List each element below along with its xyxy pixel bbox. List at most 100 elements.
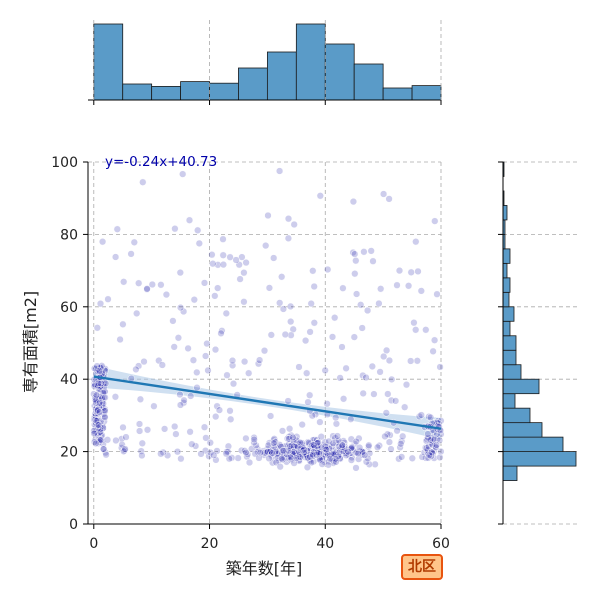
data-point xyxy=(187,392,195,400)
x-hist-bar xyxy=(238,67,268,101)
data-point xyxy=(381,432,389,441)
data-point xyxy=(437,430,445,438)
data-point xyxy=(324,265,332,274)
data-point xyxy=(190,296,198,304)
data-point xyxy=(189,356,198,364)
data-point xyxy=(202,434,210,442)
data-point xyxy=(228,356,237,365)
y-hist-bar xyxy=(502,436,564,452)
data-point xyxy=(104,295,112,303)
data-point xyxy=(170,343,178,351)
data-point xyxy=(266,412,275,420)
data-point xyxy=(210,451,218,459)
data-point xyxy=(148,280,156,289)
data-point xyxy=(424,442,433,451)
data-point xyxy=(391,397,400,405)
data-point xyxy=(200,423,209,431)
data-point xyxy=(418,453,426,461)
data-point xyxy=(412,238,420,246)
data-point xyxy=(294,442,302,451)
y-hist-bar xyxy=(502,349,517,366)
data-point xyxy=(118,441,126,449)
data-point xyxy=(287,317,295,326)
data-point xyxy=(93,324,101,332)
main-axes: 0 20 40 60 0 20 40 60 80 100 xyxy=(51,155,450,552)
data-point xyxy=(426,413,435,422)
data-point xyxy=(219,260,228,269)
data-point xyxy=(240,269,248,277)
data-point xyxy=(245,458,254,467)
district-badge: 北区 xyxy=(401,554,443,580)
data-point xyxy=(407,268,415,276)
data-point xyxy=(284,215,293,223)
data-point xyxy=(136,395,145,403)
x-tick-label: 60 xyxy=(432,536,450,552)
data-point xyxy=(240,357,249,366)
x-hist-bar xyxy=(382,87,413,101)
data-point xyxy=(393,427,401,435)
data-point xyxy=(354,449,362,458)
data-point xyxy=(117,435,126,443)
data-point xyxy=(133,309,141,318)
data-point xyxy=(204,366,212,375)
data-point xyxy=(176,390,184,399)
x-hist-bar xyxy=(122,83,153,101)
data-point xyxy=(140,357,148,366)
data-point xyxy=(240,298,248,306)
data-point xyxy=(321,366,329,375)
data-point xyxy=(242,258,250,267)
data-point xyxy=(388,375,396,384)
marginal-x-histogram xyxy=(88,20,442,105)
y-hist-bar xyxy=(502,465,518,481)
data-point xyxy=(177,455,185,463)
data-point xyxy=(103,436,112,444)
data-point xyxy=(387,396,396,405)
data-point xyxy=(363,306,372,315)
data-point xyxy=(130,238,138,246)
y-hist-bar xyxy=(502,248,511,264)
data-point xyxy=(188,440,196,448)
x-axis-label: 築年数[年] xyxy=(226,559,303,578)
data-point xyxy=(242,434,250,443)
data-point xyxy=(289,433,297,442)
data-point xyxy=(357,301,365,309)
x-hist-bar xyxy=(295,23,326,101)
data-point xyxy=(326,455,334,463)
data-point xyxy=(171,422,179,431)
data-point xyxy=(311,444,319,452)
marginal-y-histogram xyxy=(498,161,580,525)
data-point xyxy=(200,279,209,287)
data-point xyxy=(342,364,350,372)
data-point xyxy=(365,441,373,449)
y-tick-label: 60 xyxy=(60,300,78,316)
data-point xyxy=(92,397,100,405)
data-point xyxy=(402,381,411,389)
x-hist-bar xyxy=(93,23,124,101)
data-point xyxy=(332,413,340,422)
data-point xyxy=(223,371,231,379)
data-point xyxy=(236,275,244,283)
data-point xyxy=(99,399,107,408)
data-point xyxy=(347,415,355,423)
data-point xyxy=(377,285,385,293)
data-point xyxy=(197,450,205,458)
data-point xyxy=(429,347,437,355)
data-point xyxy=(404,282,413,290)
data-point xyxy=(255,454,263,462)
data-point xyxy=(385,438,394,446)
data-point xyxy=(179,307,188,316)
data-point xyxy=(194,226,202,234)
data-point xyxy=(417,287,425,295)
data-point xyxy=(296,438,304,447)
data-point xyxy=(101,393,109,402)
data-point xyxy=(347,456,356,464)
data-point xyxy=(101,407,109,415)
data-point xyxy=(127,250,135,258)
y-hist-bar xyxy=(502,205,508,221)
y-hist-bar xyxy=(502,378,540,395)
data-point xyxy=(94,379,103,388)
y-tick-label: 100 xyxy=(51,155,78,171)
data-point xyxy=(367,247,375,255)
data-point xyxy=(135,420,144,428)
